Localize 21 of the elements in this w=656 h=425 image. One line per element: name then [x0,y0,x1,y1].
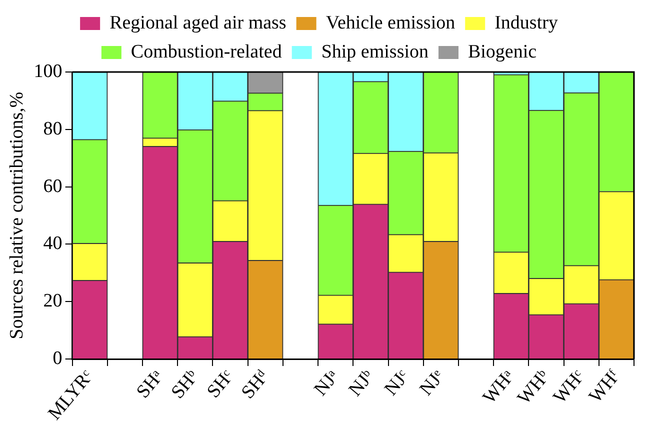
y-tick-label: 100 [34,60,62,82]
legend-label: Combustion-related [130,41,282,62]
x-tick-label: SHᵇ [167,366,203,403]
y-tick-label: 80 [43,118,62,140]
y-tick-label: 40 [43,233,62,254]
x-tick-label: SHᵈ [238,366,274,403]
x-tick-label: NJᵇ [344,366,378,400]
x-tick-label: NJᵉ [416,366,449,400]
x-tick-label: SHᵃ [132,366,168,402]
legend-label: Vehicle emission [326,12,456,34]
y-tick-label: 60 [43,176,62,197]
x-tick-label: SHᶜ [203,366,238,402]
y-tick-label: 0 [52,348,62,370]
legend-label: Regional aged air mass [110,12,286,34]
y-tick-label: 20 [43,290,62,312]
legend-label: Industry [494,12,558,34]
y-axis-title: Sources relative contributions,% [6,92,28,340]
legend-label: Biogenic [468,41,537,62]
legend-label: Ship emission [321,41,429,62]
x-tick-label: NJᶜ [380,366,414,400]
x-tick-label: NJᵃ [310,366,344,400]
